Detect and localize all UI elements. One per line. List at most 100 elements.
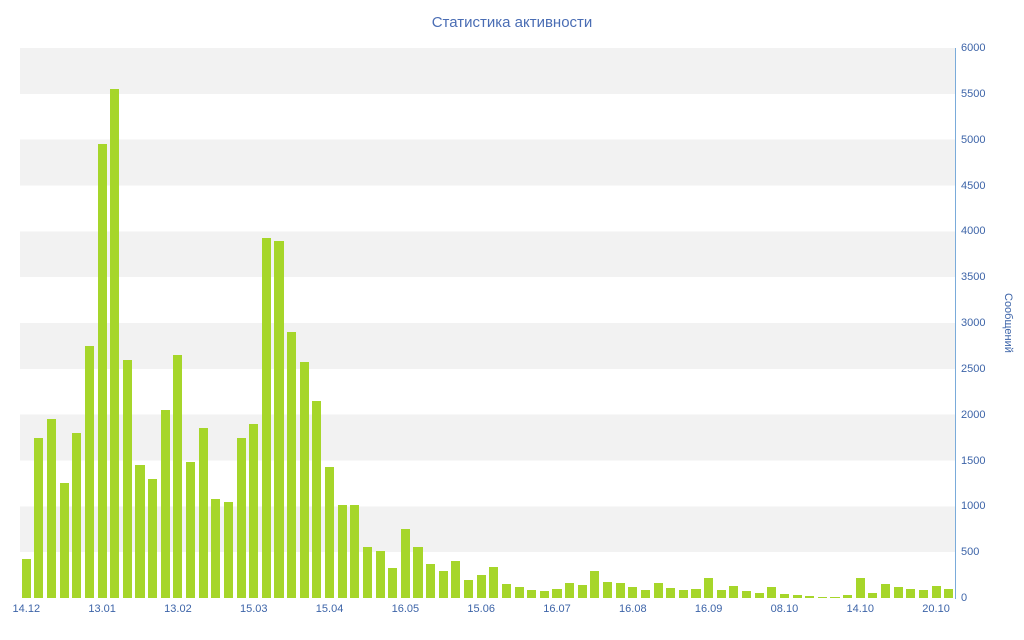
bar[interactable] (337, 505, 347, 598)
x-axis-tick-label: 14.10 (846, 603, 874, 615)
y-axis-tick-label: 0 (961, 592, 968, 604)
bar[interactable] (287, 332, 297, 598)
bar[interactable] (47, 419, 57, 598)
bar[interactable] (716, 589, 726, 598)
bar[interactable] (577, 585, 587, 598)
y-axis-tick-label: 4000 (961, 225, 986, 238)
bar[interactable] (615, 583, 625, 598)
y-axis-line (955, 48, 956, 599)
bar[interactable] (767, 587, 777, 598)
x-axis-tick-label: 13.02 (164, 603, 192, 615)
bar[interactable] (198, 428, 208, 598)
bar[interactable] (451, 561, 461, 598)
x-axis-tick-label: 08.10 (770, 603, 799, 615)
chart-title: Статистика активности (431, 14, 593, 31)
bar[interactable] (590, 570, 600, 598)
y-axis-tick-label: 1500 (961, 454, 986, 467)
x-axis-tick-label: 16.07 (543, 603, 571, 615)
y-axis-tick-label: 3500 (961, 271, 986, 284)
bar[interactable] (691, 588, 701, 598)
bar[interactable] (135, 465, 145, 598)
bar[interactable] (59, 483, 69, 598)
y-axis-tick-label: 2000 (961, 408, 986, 421)
bar[interactable] (236, 437, 246, 598)
bar[interactable] (476, 575, 486, 598)
bar[interactable] (122, 359, 132, 598)
bar[interactable] (666, 587, 676, 598)
bar[interactable] (552, 588, 562, 598)
bar[interactable] (186, 462, 196, 598)
y-axis-tick-label: 5000 (961, 133, 986, 146)
bar[interactable] (906, 588, 916, 598)
bar[interactable] (704, 577, 714, 598)
bar[interactable] (84, 345, 95, 598)
x-axis-tick-label: 15.04 (315, 603, 344, 615)
bar[interactable] (426, 564, 436, 598)
bar[interactable] (653, 583, 663, 598)
bar[interactable] (678, 589, 688, 598)
bar[interactable] (880, 584, 891, 598)
bar[interactable] (602, 582, 613, 598)
bar[interactable] (34, 437, 44, 598)
bar[interactable] (438, 570, 448, 598)
y-axis-tick-label: 4500 (961, 179, 986, 192)
bar[interactable] (792, 595, 802, 598)
bar[interactable] (97, 144, 107, 598)
bar[interactable] (754, 592, 764, 598)
y-axis-title: Сообщений (1002, 293, 1014, 353)
bar[interactable] (817, 596, 827, 598)
bar[interactable] (729, 586, 739, 598)
bar[interactable] (325, 466, 335, 598)
bar[interactable] (274, 241, 284, 598)
bar[interactable] (160, 410, 170, 598)
bar[interactable] (375, 551, 385, 598)
bar[interactable] (527, 589, 537, 598)
bar[interactable] (362, 546, 372, 598)
x-axis-tick-label: 16.09 (694, 603, 723, 615)
bar[interactable] (855, 577, 865, 598)
x-axis-tick-label: 15.06 (467, 603, 495, 615)
bar[interactable] (312, 400, 322, 598)
bar[interactable] (350, 504, 360, 598)
bar[interactable] (805, 596, 815, 598)
x-axis-tick-label: 15.03 (239, 603, 268, 615)
x-axis-tick-label: 13.01 (88, 603, 116, 615)
bar[interactable] (628, 587, 638, 598)
bar[interactable] (868, 592, 878, 598)
y-axis-tick-label: 2500 (961, 362, 986, 375)
bar[interactable] (830, 597, 840, 598)
bar[interactable] (72, 433, 82, 598)
bar[interactable] (299, 362, 309, 598)
bar[interactable] (173, 355, 183, 598)
bar[interactable] (489, 566, 499, 598)
x-axis-tick-label: 16.05 (391, 603, 420, 615)
x-axis-tick-label: 14.12 (12, 603, 41, 615)
y-axis-tick-label: 3000 (961, 317, 986, 329)
bar[interactable] (388, 567, 398, 598)
bar[interactable] (539, 590, 549, 598)
x-axis-tick-label: 20.10 (922, 603, 950, 615)
bar[interactable] (843, 595, 853, 598)
bar[interactable] (413, 546, 423, 598)
bar[interactable] (261, 237, 271, 598)
bar[interactable] (21, 558, 31, 598)
bar[interactable] (779, 594, 789, 598)
bar[interactable] (110, 89, 120, 598)
bar[interactable] (931, 586, 941, 598)
bar[interactable] (893, 587, 903, 598)
bar[interactable] (918, 589, 928, 598)
bar[interactable] (464, 579, 474, 598)
bar[interactable] (741, 590, 752, 598)
bar[interactable] (565, 583, 575, 598)
bar[interactable] (514, 587, 524, 598)
y-axis-tick-label: 500 (961, 546, 980, 559)
bar[interactable] (211, 499, 221, 598)
bar[interactable] (249, 423, 259, 598)
bar[interactable] (944, 588, 954, 598)
bar[interactable] (400, 529, 410, 598)
bar[interactable] (501, 584, 511, 598)
bar[interactable] (223, 501, 234, 598)
bar[interactable] (148, 478, 158, 598)
bar[interactable] (640, 589, 650, 598)
